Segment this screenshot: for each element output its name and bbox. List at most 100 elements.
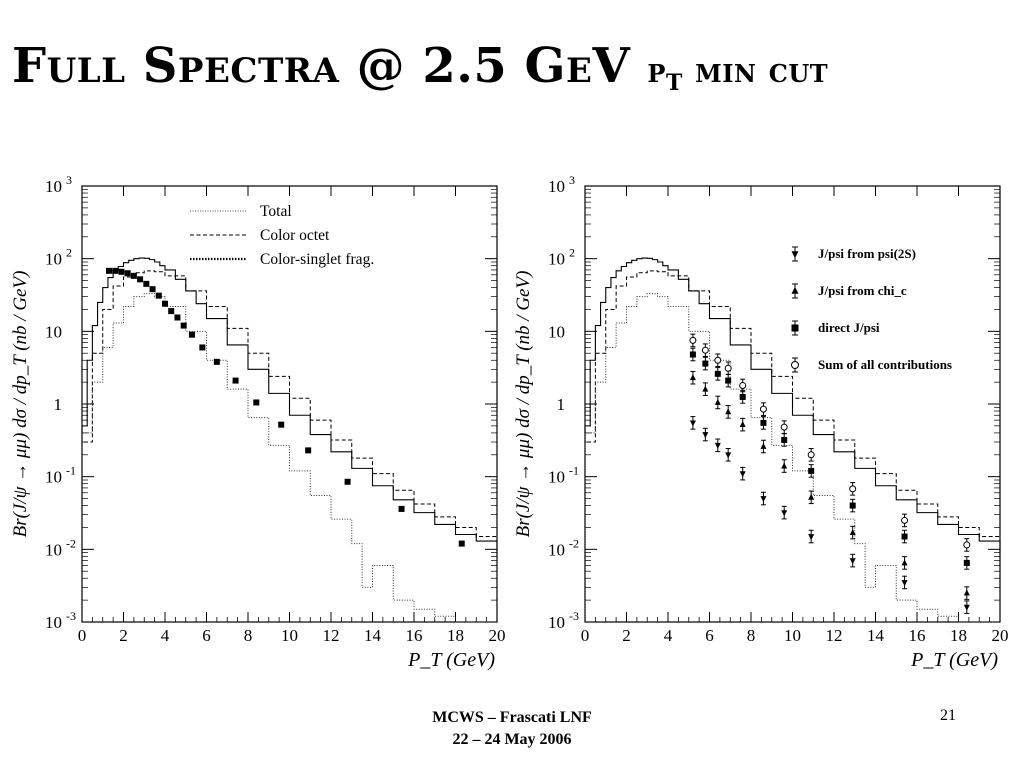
y-tick-exponent: -1: [569, 464, 579, 478]
x-tick-label: 16: [909, 626, 926, 645]
footer: MCWS – Frascati LNF 22 – 24 May 2006: [412, 707, 612, 751]
series-color-octet: [81, 270, 498, 622]
y-tick-exponent: -3: [66, 609, 76, 623]
legend-label: Total: [260, 203, 292, 220]
data-point: [724, 364, 732, 372]
data-point: [118, 268, 125, 275]
data-point: [714, 442, 721, 449]
legend-entry: Color-singlet frag.: [190, 251, 374, 268]
x-tick-label: 14: [867, 626, 885, 645]
chart-panel-2: 0 2 4 6 8 10 12 14 16 18 20 10 3 10 2 10 1 10 -1 10 -2 10 -3 P_…: [513, 173, 1009, 671]
series-color-singlet: [584, 293, 1000, 623]
x-tick-label: 0: [78, 626, 87, 645]
legend-entry: J/psi from chi_c: [791, 283, 907, 299]
y-tick-base: 10: [548, 322, 565, 341]
y-tick-exponent: 2: [569, 246, 575, 260]
x-tick-label: 16: [406, 626, 423, 645]
data-point: [808, 467, 815, 474]
data-point: [112, 267, 119, 274]
data-point: [702, 385, 709, 392]
data-point: [702, 432, 709, 439]
data-point: [398, 505, 405, 512]
x-tick-label: 20: [489, 626, 506, 645]
series-total: [584, 257, 1001, 622]
y-tick-base: 10: [45, 322, 62, 341]
title-main: Full Spectra @ 2.5 GeV: [12, 38, 648, 94]
data-point: [901, 516, 909, 524]
y-tick-exponent: 2: [66, 246, 72, 260]
legend-marker: [791, 361, 799, 369]
data-point: [701, 346, 709, 354]
data-point: [702, 360, 709, 367]
legend-entry: Total: [190, 203, 292, 220]
y-tick-label: 10 3: [548, 173, 575, 196]
data-point: [849, 528, 856, 535]
x-tick-label: 4: [664, 626, 673, 645]
x-tick-label: 18: [447, 626, 464, 645]
x-tick-label: 0: [581, 626, 590, 645]
y-tick-label: 10 -2: [548, 536, 579, 559]
data-point: [180, 322, 187, 329]
footer-line2: 22 – 24 May 2006: [452, 731, 572, 748]
data-point: [739, 381, 747, 389]
x-tick-label: 12: [826, 626, 843, 645]
data-point: [714, 398, 721, 405]
data-point: [105, 267, 112, 274]
y-tick-label: 1: [54, 395, 63, 414]
data-point: [213, 358, 220, 365]
x-tick-label: 8: [244, 626, 253, 645]
y-tick-label: 10 -1: [548, 464, 579, 487]
y-tick-base: 1: [557, 395, 566, 414]
data-point: [760, 496, 767, 503]
data-point: [739, 471, 746, 478]
y-tick-base: 1: [54, 395, 63, 414]
data-point: [849, 558, 856, 565]
legend-marker: [791, 251, 799, 259]
legend-label: Color octet: [260, 227, 330, 244]
data-point: [458, 540, 465, 547]
y-tick-base: 10: [548, 540, 565, 559]
y-tick-label: 10 -3: [45, 609, 76, 632]
x-tick-label: 4: [161, 626, 170, 645]
y-tick-base: 10: [548, 250, 565, 269]
y-axis-label: Br(J/ψ → μμ) dσ / dp_T (nb / GeV): [513, 271, 534, 538]
data-point: [149, 286, 156, 293]
data-point: [725, 452, 732, 459]
y-tick-label: 1: [557, 395, 566, 414]
y-tick-exponent: -3: [569, 609, 579, 623]
x-tick-label: 10: [784, 626, 801, 645]
legend-label: J/psi from chi_c: [818, 283, 907, 298]
data-point: [137, 276, 144, 283]
data-point: [725, 377, 732, 384]
y-tick-label: 10: [45, 322, 62, 341]
y-tick-base: 10: [45, 613, 62, 632]
y-tick-label: 10 3: [45, 173, 72, 196]
x-tick-label: 12: [323, 626, 340, 645]
data-point: [124, 270, 131, 277]
legend-label: direct J/psi: [818, 320, 880, 335]
series-total: [81, 257, 498, 622]
data-point: [963, 589, 970, 596]
y-tick-label: 10 2: [45, 246, 72, 269]
data-point: [689, 374, 696, 381]
data-point: [963, 604, 970, 611]
x-axis-label: P_T (GeV): [910, 649, 998, 671]
data-point: [130, 272, 137, 279]
page-number: 21: [940, 707, 956, 724]
y-axis-label: Br(J/ψ → μμ) dσ / dp_T (nb / GeV): [10, 271, 31, 538]
data-point: [162, 300, 168, 307]
x-tick-label: 18: [950, 626, 967, 645]
series-color-singlet: [81, 293, 497, 623]
data-point: [760, 442, 767, 449]
data-point: [739, 393, 746, 400]
data-point: [232, 377, 239, 384]
title-tail: min cut: [682, 51, 829, 91]
x-tick-label: 6: [202, 626, 211, 645]
x-tick-label: 2: [119, 626, 128, 645]
data-point: [780, 423, 788, 431]
data-point: [714, 370, 721, 377]
x-tick-label: 10: [281, 626, 298, 645]
data-point: [199, 344, 206, 351]
point-series-triangle-down: [689, 416, 970, 614]
data-point: [759, 405, 767, 413]
